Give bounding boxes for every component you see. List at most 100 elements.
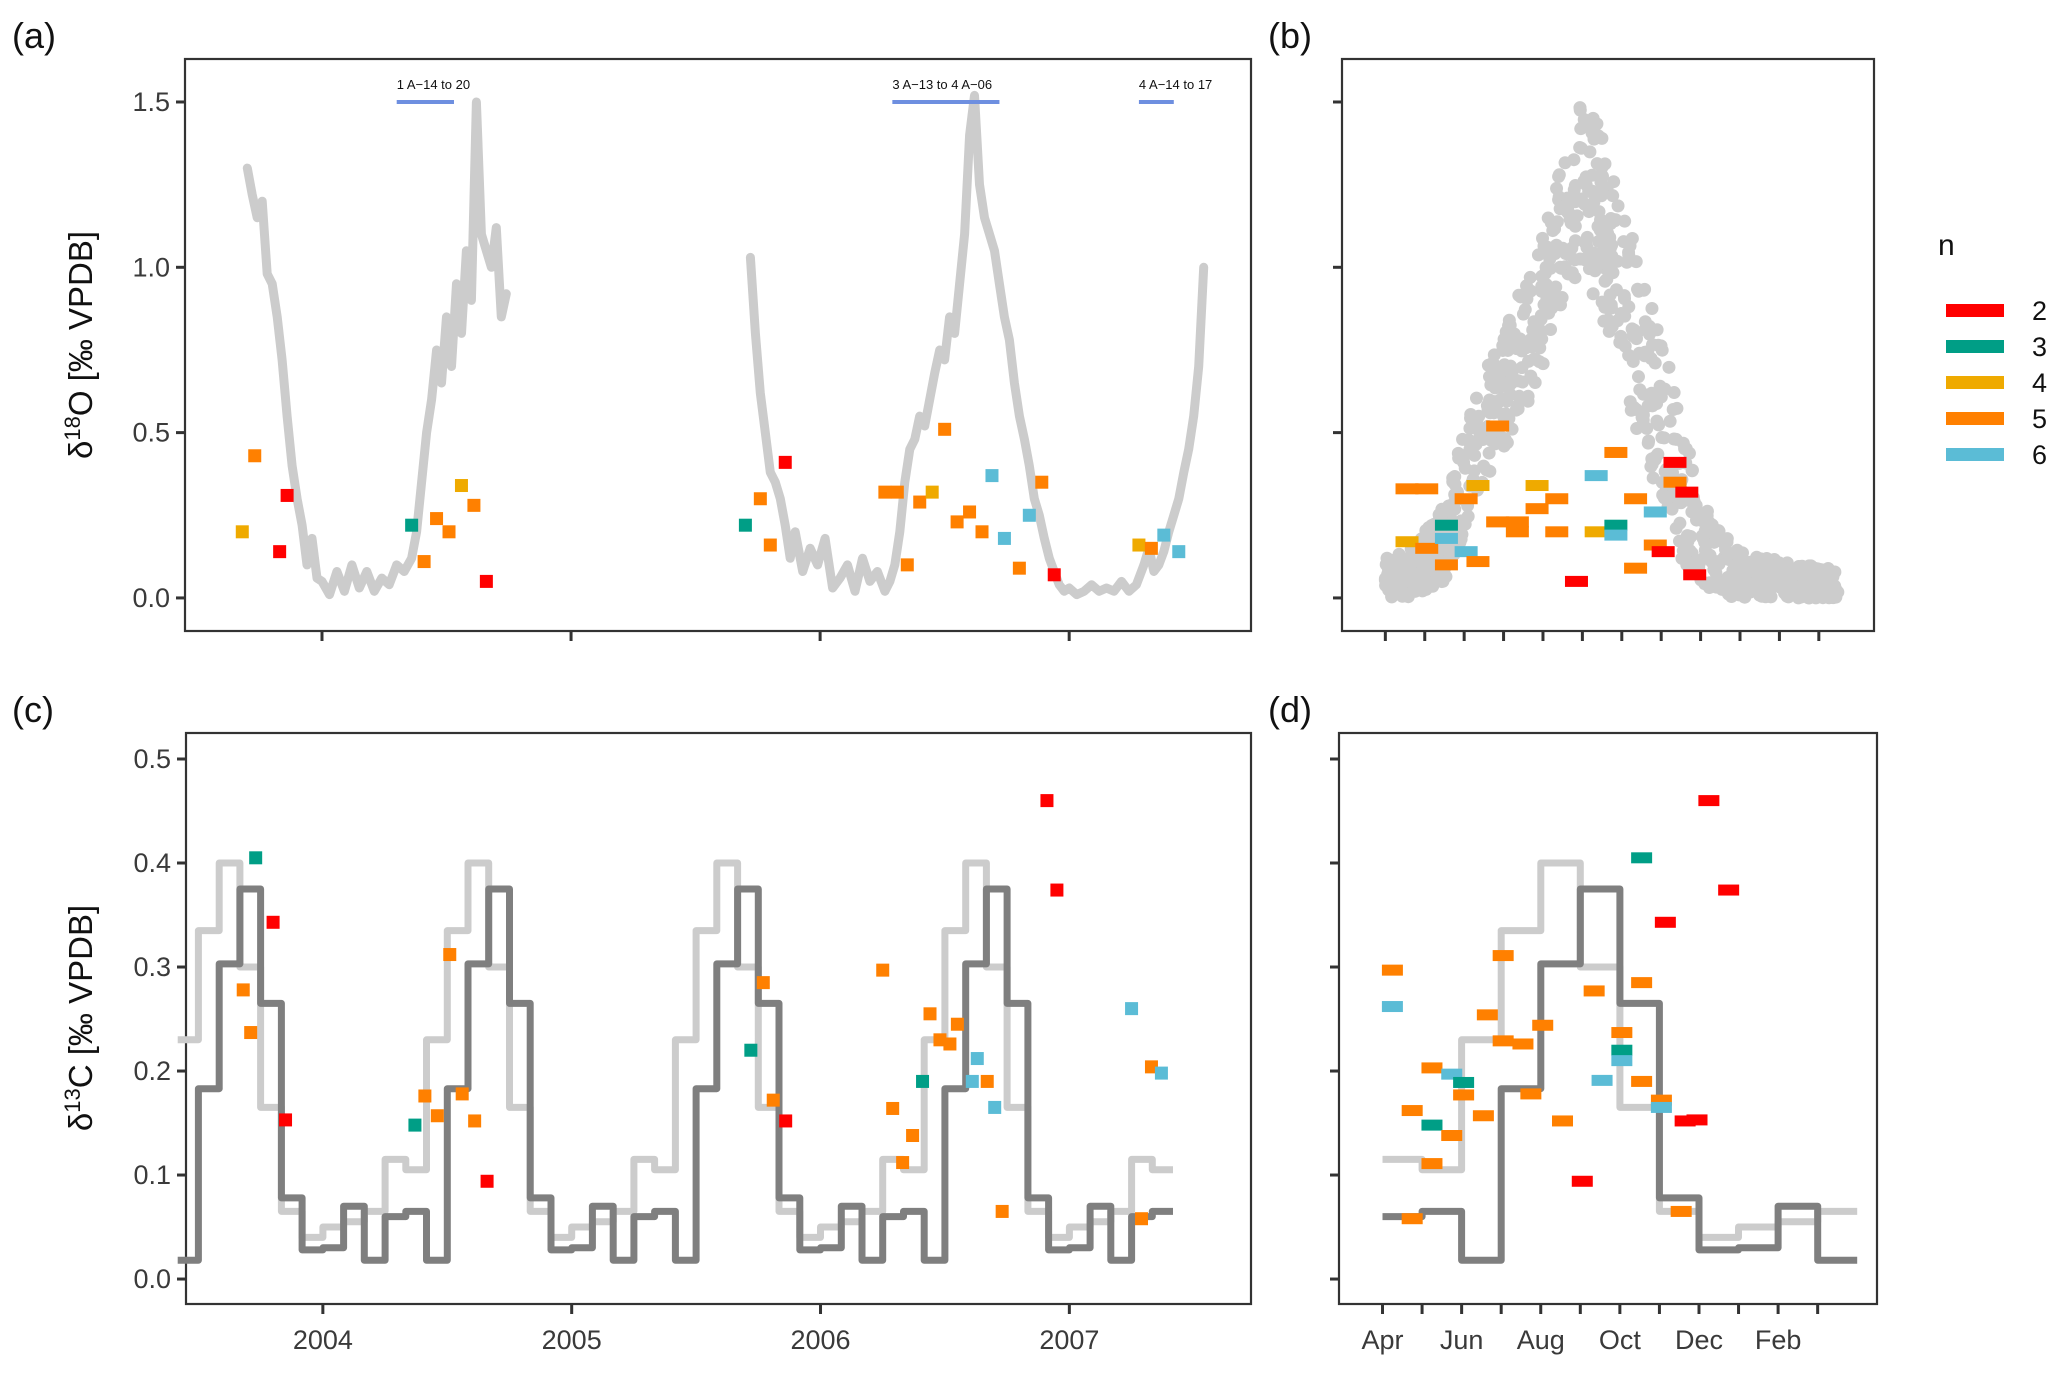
- data-point-n5: [1135, 1212, 1149, 1226]
- daily-value-dot: [1592, 234, 1606, 248]
- data-point-n5: [1631, 1075, 1653, 1087]
- daily-value-dot: [1807, 580, 1821, 594]
- daily-value-dot: [1533, 341, 1547, 355]
- daily-value-dot: [1386, 578, 1400, 592]
- daily-value-dot: [1595, 131, 1609, 145]
- data-point-n2: [1651, 546, 1675, 558]
- daily-value-dot: [1552, 168, 1566, 182]
- daily-value-dot: [1543, 252, 1557, 266]
- daily-value-dot: [1505, 376, 1519, 390]
- daily-value-dot: [1669, 521, 1683, 535]
- daily-value-dot: [1629, 255, 1643, 269]
- daily-value-dot: [1461, 509, 1475, 523]
- data-point-n5: [1505, 526, 1529, 538]
- daily-value-dot: [1720, 532, 1734, 546]
- data-point-n5: [1144, 541, 1158, 555]
- daily-value-dot: [1614, 306, 1628, 320]
- data-point-n5: [443, 948, 457, 962]
- data-point-n5: [1670, 1205, 1692, 1217]
- data-point-n3: [249, 851, 263, 865]
- daily-value-dot: [1553, 260, 1567, 274]
- daily-value-dot: [1422, 556, 1436, 570]
- data-point-n4: [925, 485, 939, 499]
- daily-value-dot: [1636, 387, 1650, 401]
- daily-value-dot: [1512, 288, 1526, 302]
- data-point-n5: [995, 1204, 1009, 1218]
- daily-value-dot: [1582, 184, 1596, 198]
- daily-value-dot: [1473, 428, 1487, 442]
- data-point-n3: [1453, 1076, 1475, 1088]
- data-point-n6: [1441, 1068, 1463, 1080]
- daily-value-dot: [1650, 414, 1664, 428]
- data-point-n5: [1583, 985, 1605, 997]
- data-point-n5: [1643, 539, 1667, 551]
- data-point-n5: [1650, 1094, 1672, 1106]
- data-point-n5: [418, 1089, 432, 1103]
- x-tick-label-c: 2005: [542, 1325, 602, 1355]
- daily-value-dot: [1654, 339, 1668, 353]
- daily-value-dot: [1527, 352, 1541, 366]
- x-tick-label-d: Dec: [1675, 1325, 1723, 1355]
- data-point-n6: [988, 1100, 1002, 1114]
- data-point-n5: [417, 555, 431, 569]
- daily-value-dot: [1550, 215, 1564, 229]
- data-point-n6: [1591, 1074, 1613, 1086]
- data-point-n3: [1434, 519, 1458, 531]
- legend-label-n6: 6: [2032, 440, 2047, 470]
- data-point-n5: [1415, 483, 1439, 495]
- data-point-n5: [1035, 475, 1049, 489]
- daily-value-dot: [1521, 389, 1535, 403]
- daily-value-dot: [1472, 409, 1486, 423]
- y-tick-label-a: 0.5: [132, 418, 170, 448]
- data-point-n4: [1132, 538, 1146, 552]
- data-point-n5: [1492, 1035, 1514, 1047]
- data-point-n5: [1611, 1027, 1633, 1039]
- panel-label-d: (d): [1268, 689, 1312, 730]
- daily-value-dot: [1618, 292, 1632, 306]
- data-point-n6: [1604, 529, 1628, 541]
- x-tick-label-d: Apr: [1361, 1325, 1403, 1355]
- daily-value-dot: [1599, 273, 1613, 287]
- data-point-n5: [244, 1026, 258, 1040]
- daily-value-dot: [1620, 255, 1634, 269]
- data-point-n5: [1552, 1115, 1574, 1127]
- daily-value-dot: [1484, 359, 1498, 373]
- data-point-n5: [876, 963, 890, 977]
- daily-value-dot: [1541, 289, 1555, 303]
- data-point-n5: [1486, 516, 1510, 528]
- daily-value-dot: [1669, 432, 1683, 446]
- data-point-n5: [1604, 446, 1628, 458]
- data-point-n5: [1434, 559, 1458, 571]
- daily-value-dot: [1554, 298, 1568, 312]
- data-point-n4: [1466, 480, 1490, 492]
- y-tick-label-c: 0.5: [133, 744, 171, 774]
- data-point-n5: [1395, 483, 1419, 495]
- data-point-n5: [975, 525, 989, 539]
- daily-value-dot: [1646, 471, 1660, 485]
- data-point-n3: [916, 1074, 930, 1088]
- data-point-n5: [943, 1037, 957, 1051]
- annotation-label: 1 A−14 to 20: [397, 77, 470, 92]
- daily-value-dot: [1680, 554, 1694, 568]
- data-point-n6: [1172, 545, 1186, 559]
- daily-value-dot: [1497, 332, 1511, 346]
- data-point-n5: [1545, 526, 1569, 538]
- daily-value-dot: [1567, 153, 1581, 167]
- daily-value-dot: [1480, 399, 1494, 413]
- x-tick-label-c: 2004: [293, 1325, 353, 1355]
- data-point-n5: [950, 515, 964, 529]
- y-tick-label-c: 0.1: [133, 1160, 171, 1190]
- daily-value-dot: [1723, 574, 1737, 588]
- daily-value-dot: [1584, 249, 1598, 263]
- data-point-n5: [1415, 542, 1439, 554]
- data-point-n5: [1663, 476, 1687, 488]
- data-point-n2: [1683, 569, 1707, 581]
- daily-value-dot: [1468, 448, 1482, 462]
- data-point-n3: [1631, 852, 1653, 864]
- data-point-n2: [266, 915, 280, 929]
- daily-value-dot: [1703, 576, 1717, 590]
- data-point-n2: [279, 1113, 293, 1127]
- daily-value-dot: [1680, 529, 1694, 543]
- daily-value-dot: [1579, 237, 1593, 251]
